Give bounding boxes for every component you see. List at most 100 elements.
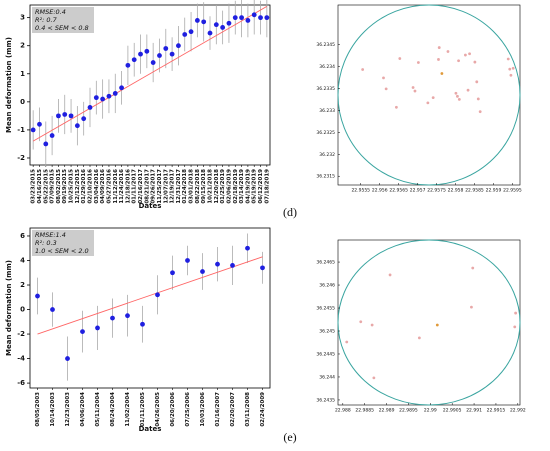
x-tick-label: 06/12/2019 xyxy=(258,169,264,204)
x-tick-label: 01/25/2019 xyxy=(220,169,226,204)
point xyxy=(511,66,515,70)
point xyxy=(43,141,49,147)
x-tick-label: 02/06/2019 xyxy=(226,169,232,204)
point xyxy=(215,261,220,267)
x-tick-label: 22.9565 xyxy=(389,188,408,194)
point xyxy=(398,57,402,60)
x-tick-label: 12/23/2003 xyxy=(65,392,71,427)
x-tick-label: 04/16/2015 xyxy=(37,169,43,204)
y-tick-label: 3 xyxy=(20,14,25,22)
x-tick-label: 22.956 xyxy=(372,188,388,194)
x-tick-label: 22.9575 xyxy=(427,188,446,194)
point xyxy=(468,52,471,56)
point xyxy=(110,315,115,321)
point xyxy=(508,67,512,71)
point xyxy=(62,112,68,117)
x-tick-label: 22.989 xyxy=(379,408,395,414)
point xyxy=(382,76,385,80)
point xyxy=(170,270,175,276)
y-tick-label: 1 xyxy=(20,70,25,78)
x-tick-label: 07/09/2015 xyxy=(50,169,56,204)
x-tick-label: 03/11/2008 xyxy=(245,392,251,427)
y-tick-label: 4 xyxy=(20,256,25,264)
point xyxy=(131,57,137,63)
y-tick-label: 36.234 xyxy=(319,64,335,70)
point xyxy=(49,133,55,138)
point xyxy=(230,262,235,268)
x-tick-label: 10/03/2006 xyxy=(200,392,206,427)
point xyxy=(264,15,270,21)
point xyxy=(232,15,238,21)
point xyxy=(258,15,263,21)
y-tick-label: 36.246 xyxy=(319,283,335,289)
point xyxy=(345,340,349,344)
x-tick-label: 12/12/2015 xyxy=(75,169,81,204)
point xyxy=(513,325,517,329)
point xyxy=(207,30,213,36)
point xyxy=(456,94,459,98)
x-tick-label: 10/21/2018 xyxy=(208,169,214,204)
boundary xyxy=(337,4,521,186)
point xyxy=(417,336,421,340)
point xyxy=(37,121,42,127)
y-tick-label: 36.244 xyxy=(319,374,335,380)
y-tick-label: 36.2435 xyxy=(316,397,335,403)
point xyxy=(112,91,118,96)
y-tick-label: -2 xyxy=(17,154,25,162)
point xyxy=(473,60,477,64)
caption: (e) xyxy=(283,430,296,444)
point xyxy=(431,96,435,100)
y-tick-label: 36.2345 xyxy=(316,42,335,48)
x-tick-label: 08/22/2018 xyxy=(195,169,201,204)
point xyxy=(56,113,61,119)
x-tick-label: 11/25/2017 xyxy=(157,169,163,204)
y-tick-label: -6 xyxy=(17,379,25,387)
y-tick-label: 6 xyxy=(20,232,25,240)
x-tick-label: 07/25/2006 xyxy=(185,392,191,427)
point xyxy=(95,325,100,331)
stats-text: R²: 0.3 xyxy=(35,239,57,247)
x-tick-label: 10/25/2015 xyxy=(69,169,75,204)
x-tick-label: 22.992 xyxy=(510,408,526,414)
point xyxy=(457,97,461,101)
x-tick-label: 05/19/2019 xyxy=(252,169,258,204)
point xyxy=(200,269,205,274)
point xyxy=(394,105,398,109)
point xyxy=(470,305,473,309)
point xyxy=(446,50,450,53)
x-tick-label: 22.9555 xyxy=(351,188,370,194)
x-tick-label: 01/11/2017 xyxy=(132,169,138,204)
y-tick-label: -1 xyxy=(17,126,25,134)
x-tick-label: 11/24/2016 xyxy=(119,169,125,204)
y-tick-label: 36.2315 xyxy=(316,174,335,180)
trend-line xyxy=(37,256,263,335)
x-tick-label: 04/26/2005 xyxy=(155,392,161,427)
point xyxy=(509,73,513,77)
point xyxy=(213,22,219,28)
point xyxy=(157,53,162,58)
point xyxy=(475,80,479,84)
highlight-point xyxy=(440,72,444,75)
point xyxy=(416,61,420,64)
x-tick-label: 04/06/2004 xyxy=(80,392,86,427)
point xyxy=(370,323,374,327)
x-tick-label: 09/19/2015 xyxy=(62,169,68,204)
x-tick-label: 22.957 xyxy=(410,188,426,194)
point xyxy=(506,57,510,61)
x-tick-label: 01/16/2007 xyxy=(215,392,221,427)
caption: (d) xyxy=(283,205,297,219)
x-tick-label: 22.99 xyxy=(424,408,437,414)
x-tick-label: 22.9585 xyxy=(465,188,484,194)
x-tick-label: 08/02/2015 xyxy=(56,169,62,204)
y-tick-label: 36.233 xyxy=(319,108,335,114)
point xyxy=(93,95,99,101)
point xyxy=(68,113,74,119)
point xyxy=(437,46,441,49)
point xyxy=(245,245,250,251)
x-tick-label: 02/20/2007 xyxy=(230,392,236,427)
x-tick-label: 22.9885 xyxy=(355,408,374,414)
point xyxy=(185,258,190,263)
x-tick-label: 08/05/2003 xyxy=(35,392,41,427)
